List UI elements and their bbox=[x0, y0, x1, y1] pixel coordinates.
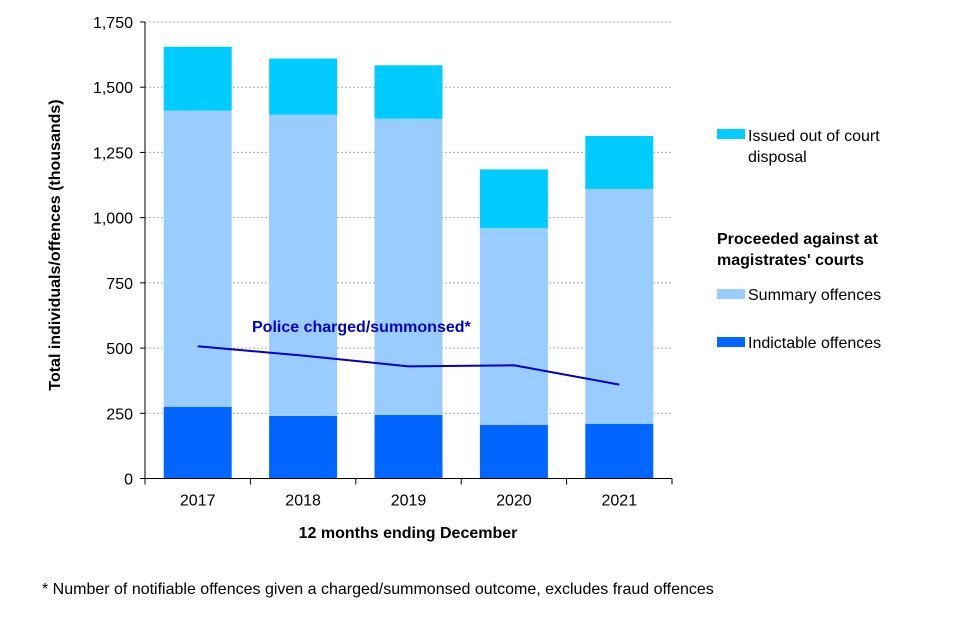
y-axis-label: Total individuals/offences (thousands) bbox=[47, 99, 64, 390]
y-tick-label: 1,000 bbox=[93, 211, 133, 228]
legend-heading: Proceeded against at bbox=[717, 231, 879, 248]
legend-heading-2: magistrates' courts bbox=[717, 252, 864, 269]
x-tick-label: 2021 bbox=[602, 493, 638, 510]
line-label: Police charged/summonsed* bbox=[252, 319, 472, 336]
x-tick-label: 2018 bbox=[285, 493, 321, 510]
legend-swatch-summary bbox=[717, 289, 745, 299]
x-tick-label: 2020 bbox=[496, 493, 532, 510]
bar-summary-offences-2020 bbox=[479, 228, 548, 425]
y-tick-label: 750 bbox=[106, 276, 133, 293]
legend-label-ooc: Issued out of court bbox=[748, 128, 880, 145]
bar-indictable-offences-2020 bbox=[479, 424, 548, 479]
y-tick-label: 1,250 bbox=[93, 145, 133, 162]
bar-issued-out-of-court-disposal-2019 bbox=[374, 65, 443, 119]
bar-summary-offences-2018 bbox=[269, 114, 338, 416]
police-charged-line bbox=[197, 345, 620, 386]
x-axis-label: 12 months ending December bbox=[299, 525, 518, 542]
footnote: * Number of notifiable offences given a … bbox=[42, 581, 714, 598]
y-tick-label: 250 bbox=[106, 406, 133, 423]
bar-indictable-offences-2018 bbox=[269, 415, 338, 479]
y-tick-label: 1,750 bbox=[93, 15, 133, 32]
legend-label-indictable: Indictable offences bbox=[748, 335, 881, 352]
bar-issued-out-of-court-disposal-2021 bbox=[585, 135, 654, 189]
bar-indictable-offences-2017 bbox=[163, 406, 232, 479]
bar-indictable-offences-2019 bbox=[374, 414, 443, 479]
y-tick-label: 0 bbox=[124, 472, 133, 489]
legend-swatch-indictable bbox=[717, 337, 745, 347]
legend-label-ooc-2: disposal bbox=[748, 149, 807, 166]
bar-summary-offences-2017 bbox=[163, 110, 232, 407]
y-tick-label: 500 bbox=[106, 341, 133, 358]
bar-issued-out-of-court-disposal-2020 bbox=[479, 169, 548, 229]
legend-label-summary: Summary offences bbox=[748, 287, 881, 304]
bar-summary-offences-2019 bbox=[374, 118, 443, 415]
bar-issued-out-of-court-disposal-2018 bbox=[269, 58, 338, 115]
x-tick-label: 2017 bbox=[180, 493, 216, 510]
bar-summary-offences-2021 bbox=[585, 188, 654, 424]
y-tick-label: 1,500 bbox=[93, 80, 133, 97]
bar-indictable-offences-2021 bbox=[585, 423, 654, 479]
legend-swatch-ooc bbox=[717, 129, 745, 139]
x-tick-label: 2019 bbox=[391, 493, 427, 510]
bar-issued-out-of-court-disposal-2017 bbox=[163, 46, 232, 111]
